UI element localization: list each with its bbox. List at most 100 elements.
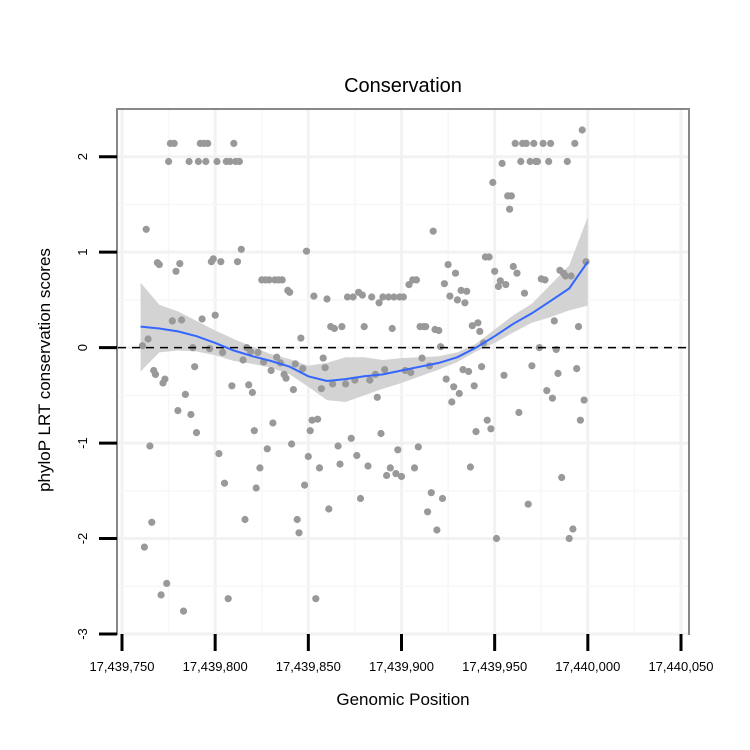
- data-point: [252, 484, 260, 492]
- data-point: [368, 293, 376, 301]
- data-point: [185, 157, 193, 166]
- data-point: [228, 382, 236, 390]
- data-point: [457, 286, 465, 294]
- data-point: [506, 205, 514, 213]
- data-point: [306, 427, 314, 435]
- data-point: [571, 139, 579, 147]
- y-tick-label: 1: [75, 249, 90, 256]
- data-point: [394, 446, 402, 454]
- data-point: [239, 356, 247, 364]
- grid: [118, 110, 688, 636]
- data-point: [410, 464, 419, 472]
- data-point: [273, 353, 281, 361]
- data-point: [254, 348, 262, 356]
- data-point: [384, 293, 393, 301]
- data-point: [295, 529, 303, 537]
- data-point: [397, 472, 406, 481]
- data-point: [386, 464, 394, 472]
- data-point: [297, 334, 305, 342]
- data-point: [446, 292, 454, 300]
- y-tick-label: -2: [75, 533, 90, 545]
- data-point: [453, 296, 461, 304]
- data-point: [288, 440, 296, 448]
- data-point: [543, 387, 551, 395]
- data-point: [308, 416, 316, 424]
- data-point: [500, 371, 508, 379]
- data-point: [485, 253, 493, 261]
- data-point: [442, 375, 450, 383]
- data-point: [230, 139, 238, 147]
- data-point: [507, 192, 515, 200]
- data-point: [319, 354, 327, 362]
- data-point: [356, 494, 365, 503]
- data-point: [269, 419, 277, 427]
- data-point: [561, 272, 570, 280]
- data-point: [582, 258, 590, 266]
- data-point: [545, 157, 553, 166]
- data-point: [379, 293, 387, 301]
- data-point: [541, 276, 549, 284]
- data-point: [435, 326, 443, 335]
- data-point: [358, 291, 366, 299]
- data-point: [468, 322, 476, 330]
- data-point: [338, 323, 346, 331]
- data-point: [157, 591, 165, 599]
- data-point: [220, 479, 229, 487]
- x-tick-label: 17,439,900: [369, 659, 434, 674]
- data-point: [315, 464, 324, 472]
- data-point: [569, 525, 577, 533]
- data-point: [489, 178, 497, 187]
- x-axis-label: Genomic Position: [336, 690, 469, 709]
- data-point: [565, 534, 573, 543]
- data-point: [293, 515, 301, 524]
- data-point: [204, 139, 212, 147]
- data-point: [168, 317, 176, 325]
- data-point: [520, 289, 529, 297]
- data-point: [375, 299, 383, 307]
- data-point: [578, 126, 586, 134]
- data-point: [256, 464, 264, 472]
- data-point: [440, 280, 448, 288]
- data-point: [192, 429, 201, 437]
- data-point: [554, 369, 562, 377]
- data-point: [366, 376, 374, 384]
- data-point: [310, 292, 318, 300]
- data-point: [278, 276, 286, 284]
- data-point: [302, 247, 311, 255]
- y-tick-label: -1: [75, 437, 90, 449]
- data-point: [286, 288, 294, 296]
- data-point: [325, 505, 333, 513]
- y-tick-label: 0: [75, 344, 90, 351]
- data-point: [142, 225, 150, 233]
- data-point: [163, 579, 171, 588]
- data-point: [347, 434, 355, 442]
- data-point: [528, 362, 536, 370]
- data-point: [263, 445, 271, 453]
- data-point: [463, 287, 471, 295]
- data-point: [187, 410, 195, 419]
- data-point: [478, 363, 486, 371]
- data-point: [282, 374, 290, 382]
- data-point: [304, 452, 312, 461]
- data-point: [383, 471, 391, 480]
- data-point: [209, 255, 217, 263]
- data-point: [235, 157, 243, 166]
- y-tick-label: 2: [75, 153, 90, 160]
- data-point: [148, 518, 156, 526]
- data-point: [422, 323, 430, 331]
- data-point: [470, 382, 478, 390]
- data-point: [172, 267, 180, 275]
- data-point: [179, 607, 188, 615]
- x-tick-label: 17,439,750: [89, 659, 154, 674]
- data-point: [511, 139, 519, 147]
- data-point: [299, 365, 307, 373]
- data-point: [414, 443, 422, 451]
- data-point: [459, 366, 467, 374]
- data-point: [509, 262, 517, 271]
- data-point: [289, 386, 297, 394]
- data-point: [155, 261, 163, 269]
- data-point: [461, 299, 469, 307]
- data-point: [388, 324, 396, 333]
- data-point: [248, 388, 256, 397]
- data-point: [144, 335, 152, 343]
